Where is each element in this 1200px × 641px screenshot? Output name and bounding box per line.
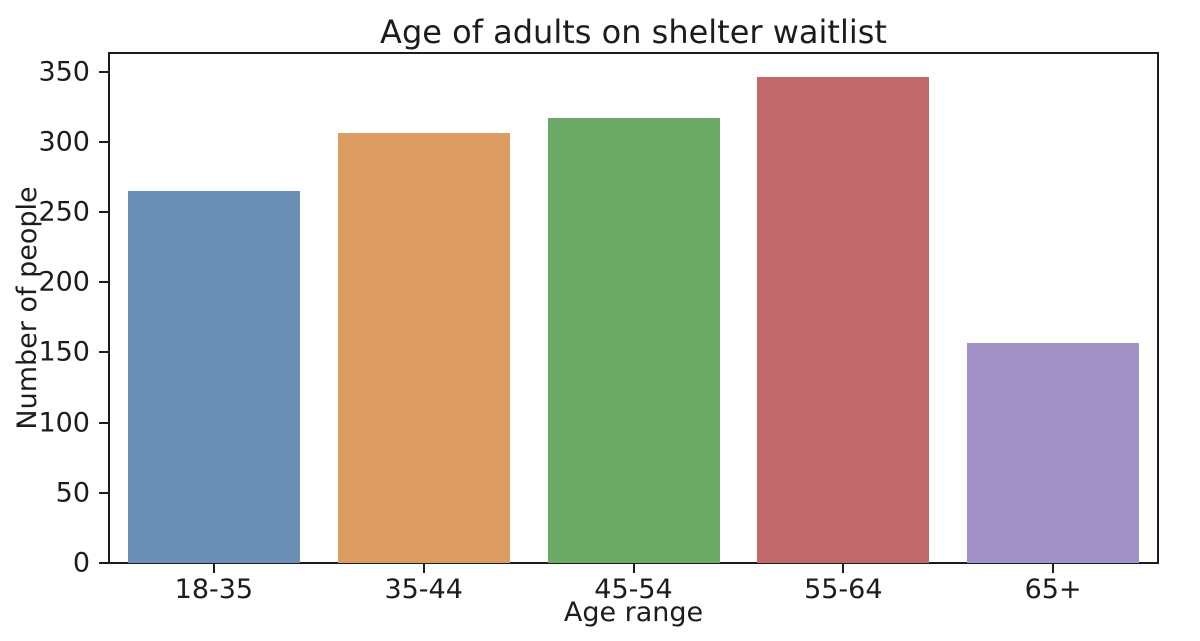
y-tick-label: 50: [55, 477, 90, 509]
x-tick-label: 65+: [1024, 574, 1082, 605]
x-tick-label: 35-44: [384, 574, 463, 605]
bar-55-64: [757, 77, 930, 563]
y-tick-label: 200: [38, 266, 90, 298]
bar-35-44: [337, 133, 510, 563]
x-tick-label: 45-54: [594, 574, 673, 605]
x-axis-label: Age range: [563, 597, 704, 628]
bar-65+: [967, 342, 1140, 563]
bar-18-35: [127, 190, 300, 563]
x-tick-label: 55-64: [804, 574, 883, 605]
x-tick-mark: [1052, 563, 1055, 573]
x-tick-mark: [632, 563, 635, 573]
y-tick-label: 100: [38, 407, 90, 439]
y-tick-mark: [99, 281, 109, 284]
y-tick-mark: [99, 70, 109, 73]
y-tick-mark: [99, 140, 109, 143]
x-tick-mark: [842, 563, 845, 573]
chart-title: Age of adults on shelter waitlist: [380, 13, 887, 51]
y-tick-label: 250: [38, 196, 90, 228]
x-tick-label: 18-35: [174, 574, 254, 605]
y-tick-label: 0: [72, 547, 90, 579]
x-tick-mark: [422, 563, 425, 573]
y-tick-mark: [99, 421, 109, 424]
y-tick-label: 150: [38, 336, 90, 368]
y-tick-mark: [99, 562, 109, 564]
y-tick-mark: [99, 491, 109, 494]
x-tick-mark: [212, 563, 215, 573]
y-tick-mark: [99, 351, 109, 354]
bar-45-54: [547, 117, 720, 563]
y-tick-mark: [99, 211, 109, 214]
y-tick-label: 300: [38, 126, 90, 158]
y-tick-label: 350: [38, 56, 90, 88]
